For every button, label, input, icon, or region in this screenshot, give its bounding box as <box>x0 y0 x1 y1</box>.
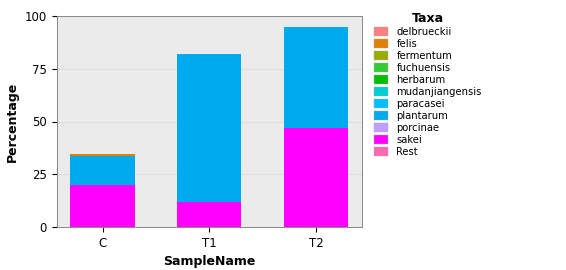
X-axis label: SampleName: SampleName <box>163 255 256 268</box>
Bar <box>71 154 135 156</box>
Bar <box>71 156 135 185</box>
Legend: delbrueckii, felis, fermentum, fuchuensis, herbarum, mudanjiangensis, paracasei,: delbrueckii, felis, fermentum, fuchuensi… <box>375 12 482 157</box>
Bar <box>177 54 242 201</box>
Bar <box>284 27 348 128</box>
Bar <box>177 201 242 227</box>
Bar <box>284 128 348 227</box>
Bar <box>71 185 135 227</box>
Y-axis label: Percentage: Percentage <box>6 81 19 162</box>
